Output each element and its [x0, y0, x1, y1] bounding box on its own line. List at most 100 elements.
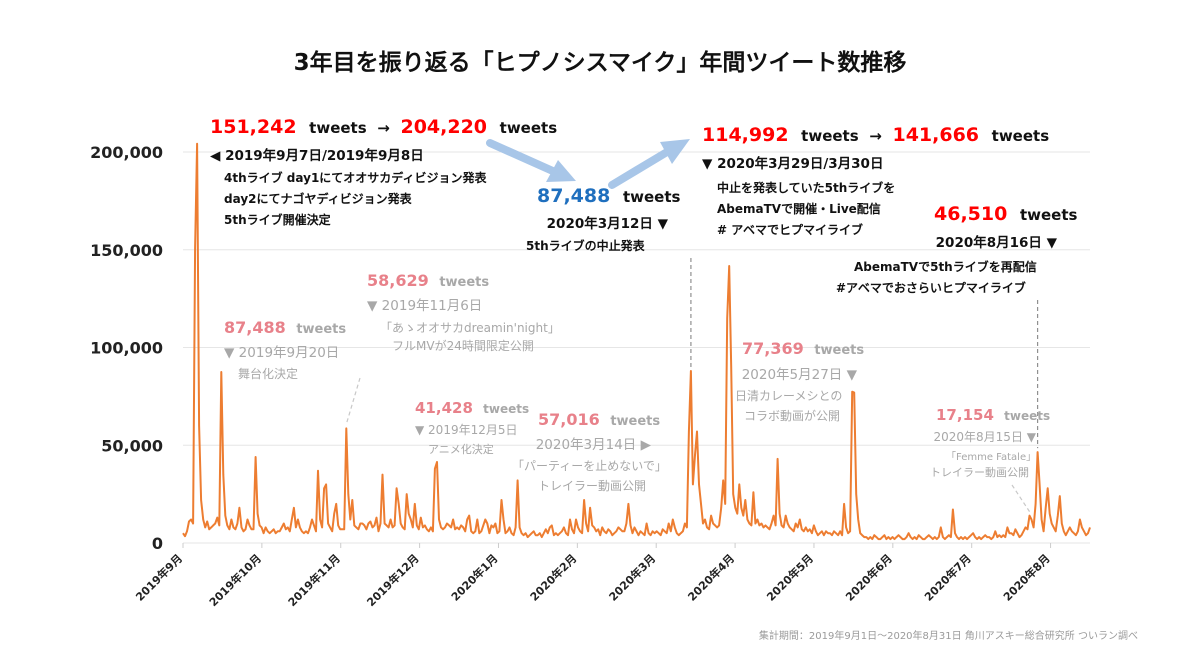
data-point — [257, 513, 259, 515]
data-point — [974, 536, 976, 538]
data-point — [1019, 536, 1021, 538]
value: 87,488 — [224, 318, 286, 337]
data-point — [813, 524, 815, 526]
data-point — [902, 538, 904, 540]
data-point — [654, 532, 656, 534]
data-point — [1047, 487, 1049, 489]
data-point — [712, 523, 714, 525]
data-point — [198, 425, 200, 427]
data-point — [402, 526, 404, 528]
annotation-value: 77,369 tweets — [742, 339, 864, 358]
data-point — [416, 524, 418, 526]
data-point — [1079, 519, 1081, 521]
data-point — [783, 526, 785, 528]
data-point — [398, 503, 400, 505]
data-point — [378, 530, 380, 532]
data-point — [896, 536, 898, 538]
data-point — [754, 523, 756, 525]
x-tick-label: 2020年6月 — [842, 551, 895, 604]
annotation-party-trailer: 57,016 tweets 2020年3月14日 ▶ 「パーティーを止めないで」… — [512, 410, 667, 493]
data-point — [898, 534, 900, 536]
data-point — [1053, 526, 1055, 528]
data-point — [938, 536, 940, 538]
data-point — [543, 532, 545, 534]
data-point — [636, 530, 638, 532]
data-point — [422, 526, 424, 528]
data-point — [285, 528, 287, 530]
data-point — [777, 458, 779, 460]
data-point — [926, 536, 928, 538]
data-point — [527, 536, 529, 538]
annotation-value: 151,242 tweets → 204,220 tweets — [210, 116, 557, 138]
data-point — [970, 534, 972, 536]
annotation-desc: #アベマでおさらいヒプマイライブ — [836, 280, 1026, 295]
value-unit: tweets — [610, 414, 660, 429]
data-point — [1087, 532, 1089, 534]
data-point — [718, 524, 720, 526]
data-point — [531, 532, 533, 534]
annotation-desc: 「あゝオオサカdreamin'night」 — [380, 321, 560, 335]
data-point — [386, 524, 388, 526]
data-point — [273, 528, 275, 530]
data-point — [299, 526, 301, 528]
data-point — [446, 523, 448, 525]
data-point — [1045, 507, 1047, 509]
data-point — [613, 532, 615, 534]
data-point — [329, 526, 331, 528]
data-point — [680, 532, 682, 534]
annotation-value: 41,428 tweets — [415, 399, 529, 417]
data-point — [863, 536, 865, 538]
data-point — [243, 530, 245, 532]
data-point — [771, 523, 773, 525]
source-note: 集計期間：2019年9月1日〜2020年8月31日 角川アスキー総合研究所 つい… — [759, 629, 1138, 642]
data-point — [811, 532, 813, 534]
data-point — [682, 530, 684, 532]
x-tick-label: 2019年9月 — [133, 551, 186, 604]
value: 87,488 — [537, 185, 610, 207]
data-point — [1065, 534, 1067, 536]
data-point — [567, 534, 569, 536]
data-point — [396, 487, 398, 489]
series-layer — [182, 142, 1091, 541]
data-point — [621, 530, 623, 532]
data-point — [799, 519, 801, 521]
value-unit: tweets — [1020, 206, 1078, 224]
data-point — [287, 526, 289, 528]
data-point — [220, 371, 222, 373]
data-point — [539, 532, 541, 534]
data-point — [660, 534, 662, 536]
data-point — [549, 526, 551, 528]
data-point — [1023, 530, 1025, 532]
annotation-date: 2020年3月12日 ▼ — [547, 215, 669, 232]
data-point — [468, 515, 470, 517]
data-point — [382, 474, 384, 476]
data-point — [779, 513, 781, 515]
data-point — [511, 532, 513, 534]
data-point — [196, 143, 198, 145]
data-point — [787, 523, 789, 525]
trend-arrows — [486, 139, 690, 189]
data-point — [190, 519, 192, 521]
data-point — [1059, 495, 1061, 497]
annotation-date: ▼ 2019年12月5日 — [415, 423, 518, 437]
data-point — [367, 523, 369, 525]
data-point — [408, 513, 410, 515]
x-tick-label: 2020年7月 — [921, 551, 974, 604]
data-point — [241, 526, 243, 528]
annotation-value: 87,488 tweets — [537, 185, 680, 207]
value: 46,510 — [934, 203, 1007, 225]
data-point — [714, 524, 716, 526]
data-point — [1055, 530, 1057, 532]
data-point — [730, 366, 732, 368]
data-point — [940, 526, 942, 528]
data-point — [428, 530, 430, 532]
data-point — [803, 530, 805, 532]
data-point — [627, 503, 629, 505]
data-point — [517, 479, 519, 481]
data-point — [186, 530, 188, 532]
data-point — [557, 534, 559, 536]
data-point — [763, 526, 765, 528]
annotation-value: 46,510 tweets — [934, 203, 1077, 225]
data-point — [1039, 483, 1041, 485]
data-point — [873, 534, 875, 536]
